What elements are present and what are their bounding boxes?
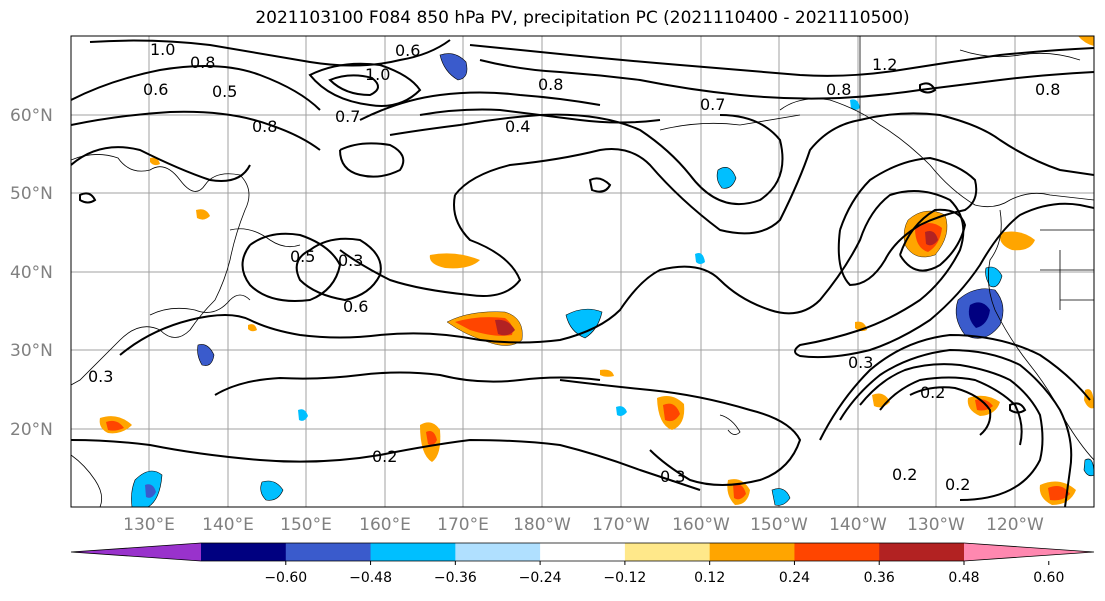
contour-label: 0.7 xyxy=(700,95,725,114)
lon-label: 140°W xyxy=(829,515,887,535)
colorbar-segment xyxy=(624,543,711,561)
lon-label: 170°E xyxy=(437,515,489,535)
contour-label: 0.6 xyxy=(395,41,420,60)
lon-label: 160°W xyxy=(672,515,730,535)
contour-label: 0.6 xyxy=(343,297,368,316)
contour-label: 0.2 xyxy=(892,465,917,484)
lon-label: 170°W xyxy=(592,515,650,535)
precipitation-anomalies xyxy=(99,36,1094,507)
contour-label: 0.8 xyxy=(1035,80,1060,99)
contour-label: 1.2 xyxy=(872,55,897,74)
colorbar-segment xyxy=(201,543,287,561)
lon-label: 150°E xyxy=(280,515,332,535)
lon-label: 120°W xyxy=(986,515,1044,535)
colorbar-tick-label: −0.24 xyxy=(519,570,562,586)
colorbar-tick-label: −0.48 xyxy=(349,570,392,586)
colorbar-tick-label: 0.60 xyxy=(1033,570,1064,586)
contour-label: 0.8 xyxy=(252,117,277,136)
contour-label: 0.5 xyxy=(290,247,315,266)
colorbar-tick-label: 0.36 xyxy=(864,570,895,586)
colorbar-segment xyxy=(455,543,541,561)
colorbar: −0.60 −0.48 −0.36 −0.24 −0.12 0.12 0.24 0.36 0.4… xyxy=(70,542,1095,586)
lon-label: 180°W xyxy=(513,515,571,535)
colorbar-tick-label: 0.12 xyxy=(694,570,725,586)
colorbar-segment xyxy=(540,543,626,561)
lon-label: 140°E xyxy=(202,515,254,535)
colorbar-tick-label: −0.36 xyxy=(434,570,477,586)
lat-label: 50°N xyxy=(10,184,53,204)
map-frame xyxy=(70,35,1095,508)
lon-label: 130°W xyxy=(907,515,965,535)
colorbar-tick-label: −0.12 xyxy=(603,570,646,586)
contour-label: 0.3 xyxy=(660,467,685,486)
contour-label: 0.8 xyxy=(538,75,563,94)
colorbar-extension-high xyxy=(964,543,1094,561)
contour-label: 0.2 xyxy=(945,475,970,494)
contour-label: 1.0 xyxy=(150,40,175,59)
contour-labels: 1.0 0.8 0.6 0.5 0.8 0.7 0.6 1.0 0.8 0.4 … xyxy=(88,40,1060,494)
colorbar-segment xyxy=(285,543,372,561)
contour-label: 1.0 xyxy=(365,65,390,84)
contour-label: 0.3 xyxy=(88,367,113,386)
contour-label: 0.2 xyxy=(372,447,397,466)
contour-label: 0.6 xyxy=(143,80,168,99)
lat-label: 40°N xyxy=(10,263,53,283)
contour-label: 0.3 xyxy=(338,251,363,270)
colorbar-tick-label: 0.24 xyxy=(779,570,810,586)
contour-label: 0.8 xyxy=(826,80,851,99)
colorbar-outline xyxy=(70,542,1095,562)
colorbar-segment xyxy=(879,543,965,561)
contour-label: 0.4 xyxy=(505,117,530,136)
lat-label: 30°N xyxy=(10,341,53,361)
colorbar-segment xyxy=(794,543,880,561)
contour-label: 0.7 xyxy=(335,107,360,126)
pv-contours xyxy=(71,39,1094,507)
lon-label: 130°E xyxy=(123,515,175,535)
colorbar-extension-low xyxy=(71,543,201,561)
latitude-labels: 60°N 50°N 40°N 30°N 20°N xyxy=(10,106,53,440)
colorbar-segment xyxy=(709,543,795,561)
colorbar-segment xyxy=(370,543,456,561)
contour-label: 0.3 xyxy=(848,353,873,372)
contour-label: 0.8 xyxy=(190,53,215,72)
lon-label: 160°E xyxy=(359,515,411,535)
contour-label: 0.5 xyxy=(212,82,237,101)
lat-label: 60°N xyxy=(10,106,53,126)
colorbar-tick-label: −0.60 xyxy=(264,570,307,586)
map-title: 2021103100 F084 850 hPa PV, precipitatio… xyxy=(255,8,910,28)
lon-label: 150°W xyxy=(750,515,808,535)
lat-label: 20°N xyxy=(10,420,53,440)
colorbar-tick-label: 0.48 xyxy=(948,570,979,586)
contour-label: 0.2 xyxy=(920,383,945,402)
longitude-labels: 130°E 140°E 150°E 160°E 170°E 180°W 170°… xyxy=(123,515,1044,535)
